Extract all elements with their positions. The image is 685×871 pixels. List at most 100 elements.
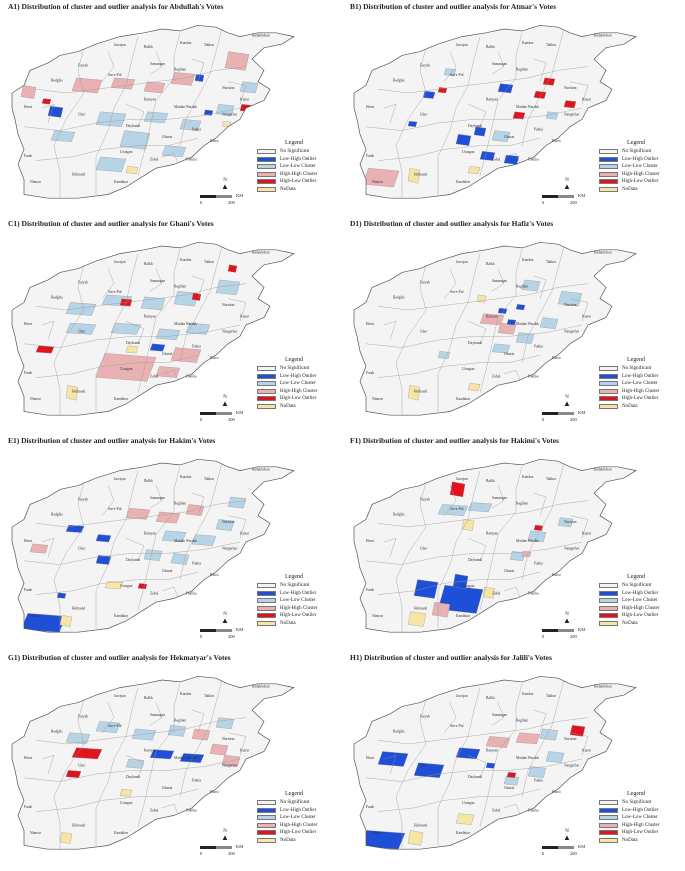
place-label: Zabul: [150, 592, 158, 596]
district-low-low-cluster: [215, 717, 235, 730]
legend-item-low-high-outlier: Low-High Outlier: [257, 807, 316, 813]
place-label: Bamyan: [144, 749, 156, 753]
district-nodata: [461, 519, 475, 531]
place-label: Herat: [24, 105, 32, 109]
province-border: [377, 571, 541, 595]
province-border: [95, 687, 139, 846]
place-label: Nuristan: [222, 303, 235, 307]
district-high-high-cluster: [209, 743, 229, 756]
place-label: Ghazni: [162, 569, 172, 573]
country-base: [354, 25, 636, 199]
district-low-high-outlier: [413, 579, 439, 599]
country-base: [354, 676, 636, 850]
legend-label: NoData: [280, 403, 296, 409]
place-label: Daykundi: [468, 124, 482, 128]
district-low-high-outlier: [95, 534, 112, 543]
district-low-low-cluster: [119, 130, 151, 150]
district-low-low-cluster: [65, 732, 91, 745]
legend-label: Low-Low Cluster: [280, 598, 316, 603]
district-low-high-outlier: [149, 343, 166, 352]
province-border: [101, 51, 115, 82]
province-border: [35, 717, 247, 745]
place-label: Ghazni: [504, 786, 514, 790]
legend-label: Low-Low Cluster: [280, 164, 316, 169]
province-border: [377, 500, 589, 528]
place-label: Uruzgan: [462, 367, 475, 371]
province-border: [479, 466, 523, 610]
place-label: Badakhshan: [594, 34, 612, 38]
legend-item-low-low-cluster: Low-Low Cluster: [599, 598, 658, 603]
legend-swatch: [257, 822, 276, 828]
place-label: Takhar: [546, 260, 557, 264]
place-label: Baghlan: [516, 284, 528, 288]
district-nodata: [104, 581, 124, 590]
legend-title: Legend: [627, 574, 645, 580]
district-low-high-outlier: [503, 154, 520, 165]
legend-label: High-High Cluster: [622, 605, 660, 611]
place-label: Nuristan: [564, 520, 577, 524]
country-base: [12, 459, 294, 633]
district-high-low-outlier: [506, 772, 517, 778]
district-high-low-outlier: [191, 292, 202, 301]
province-border: [53, 698, 85, 850]
district-low-high-outlier: [65, 524, 85, 533]
place-label: Badghis: [51, 79, 63, 83]
panel-title: F1) Distribution of cluster and outlier …: [350, 436, 559, 445]
legend-item-no-significant: No Significant: [599, 366, 651, 371]
legend-swatch: [599, 837, 618, 843]
place-label: Faryab: [420, 281, 430, 285]
place-label: Farah: [366, 154, 374, 158]
legend-swatch: [257, 800, 276, 805]
district-high-high-cluster: [521, 551, 532, 558]
place-label: Kandahar: [114, 180, 129, 184]
place-label: Nimroz: [372, 614, 383, 618]
legend-label: High-High Cluster: [280, 388, 318, 394]
legend-swatch: [599, 156, 618, 162]
legend-title: Legend: [627, 357, 645, 363]
legend-swatch: [599, 171, 618, 177]
place-label: Daykundi: [468, 775, 482, 779]
legend-swatch: [257, 366, 276, 371]
place-label: Zabul: [492, 592, 500, 596]
place-label: Ghazni: [504, 569, 514, 573]
district-nodata: [59, 832, 73, 844]
province-border: [137, 32, 181, 176]
place-label: Baghlan: [174, 718, 186, 722]
place-label: Herat: [24, 756, 32, 760]
legend-swatch: [257, 186, 276, 192]
place-label: Nimroz: [372, 180, 383, 184]
legend-label: Low-Low Cluster: [622, 381, 658, 386]
place-label: Badakhshan: [594, 468, 612, 472]
province-border: [137, 249, 181, 393]
legend-swatch: [599, 373, 618, 379]
place-label: Zabul: [492, 809, 500, 813]
north-arrow-icon: N ▲: [563, 395, 571, 408]
country-outline: [11, 24, 295, 199]
map-legend: Legend No Significant Low-High Outlier Low-…: [599, 791, 679, 847]
legend-title: Legend: [285, 574, 303, 580]
place-label: Herat: [366, 539, 374, 543]
district-low-low-cluster: [65, 302, 97, 316]
place-label: Bamyan: [144, 532, 156, 536]
place-label: Herat: [24, 322, 32, 326]
place-label: Helmand: [414, 390, 427, 394]
panel-title: B1) Distribution of cluster and outlier …: [350, 2, 557, 11]
district-low-high-outlier: [179, 753, 205, 763]
panel-title: A1) Distribution of cluster and outlier …: [8, 2, 224, 11]
place-label: Ghazni: [162, 352, 172, 356]
legend-label: NoData: [280, 186, 296, 192]
legend-item-high-low-outlier: High-Low Outlier: [599, 179, 658, 184]
legend-item-no-significant: No Significant: [257, 366, 309, 371]
district-low-low-cluster: [545, 111, 559, 120]
legend-item-nodata: NoData: [599, 403, 638, 409]
legend-item-high-low-outlier: High-Low Outlier: [599, 396, 658, 401]
province-border: [377, 788, 541, 812]
legend-item-low-high-outlier: Low-High Outlier: [599, 156, 658, 162]
legend-swatch: [599, 396, 618, 401]
place-label: Daykundi: [468, 341, 482, 345]
place-label: Nimroz: [30, 397, 41, 401]
north-arrow-icon: N ▲: [221, 829, 229, 842]
place-label: Ghor: [420, 113, 428, 117]
district-high-high-cluster: [170, 72, 196, 86]
legend-label: Low-Low Cluster: [622, 598, 658, 603]
